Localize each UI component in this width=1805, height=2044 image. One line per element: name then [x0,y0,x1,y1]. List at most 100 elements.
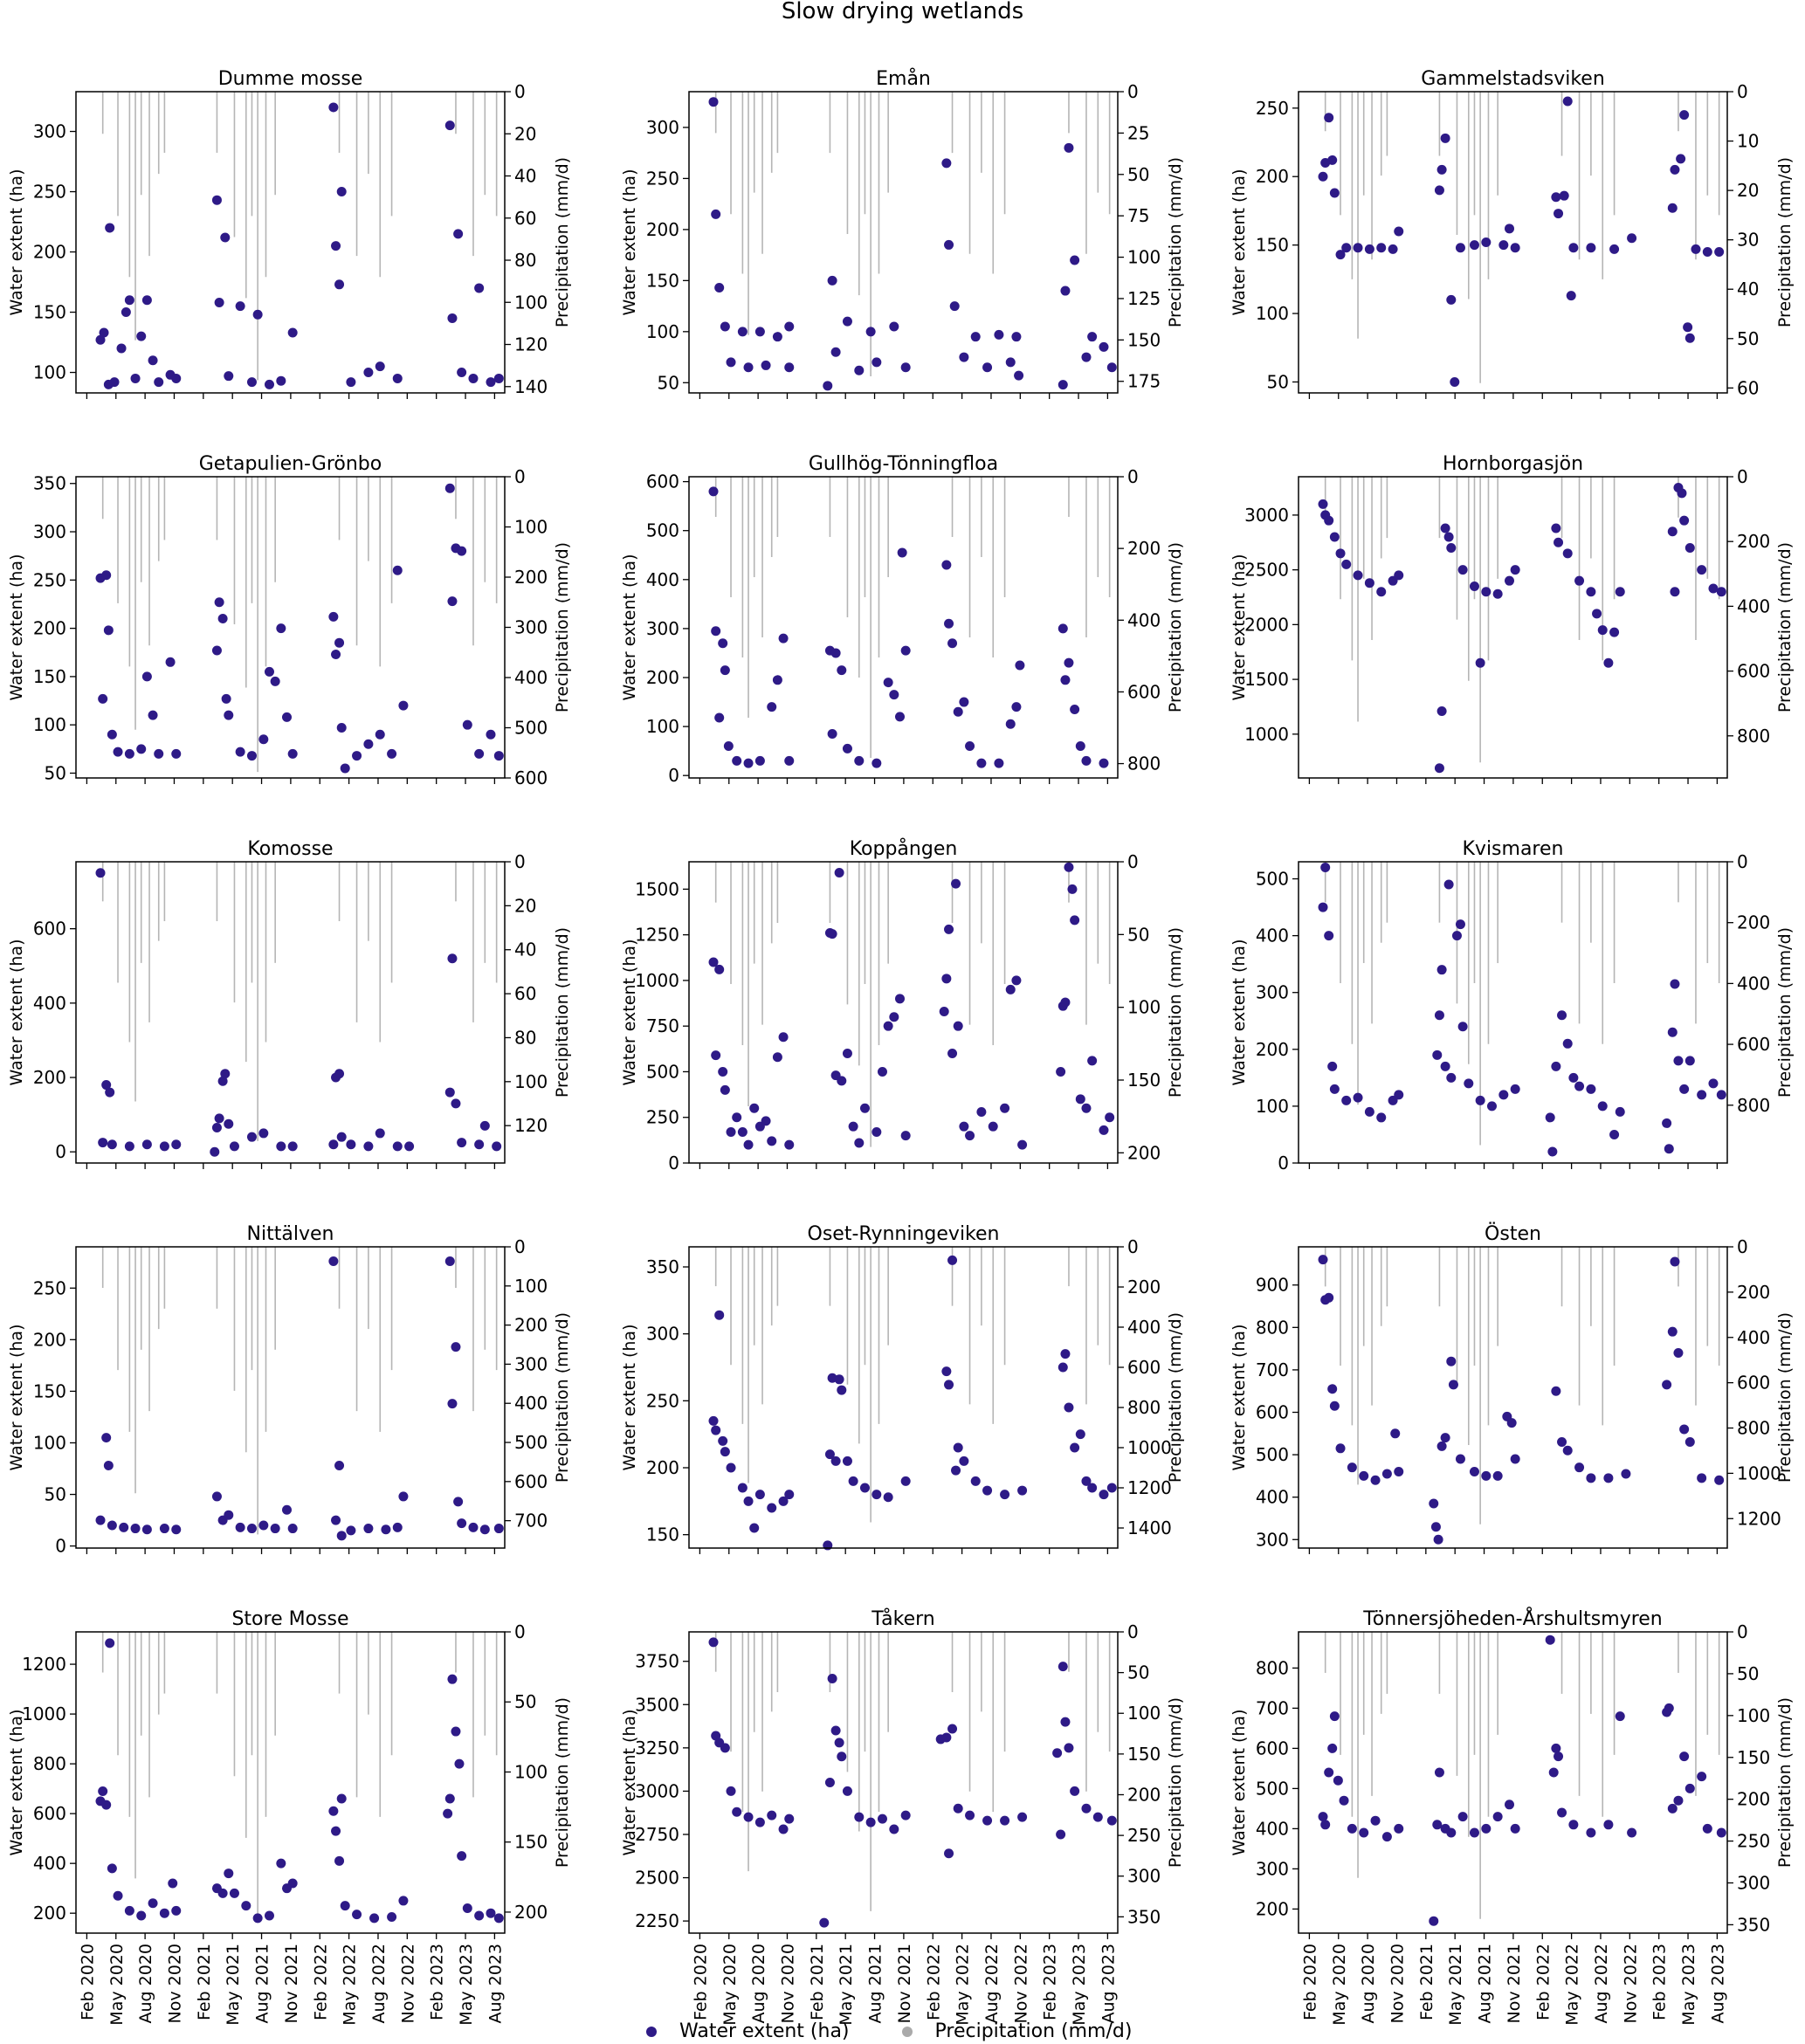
water-extent-point [1697,565,1707,575]
water-extent-point [328,611,339,622]
water-extent-point [214,597,224,608]
right-y-axis-label: Precipitation (mm/d) [553,1312,572,1483]
water-extent-point [1702,246,1712,257]
water-extent-point [827,729,837,740]
water-extent-point [842,1049,852,1059]
water-extent-point [1341,243,1352,253]
x-tick-label: Aug 2021 [1476,1944,1495,2024]
water-extent-point [1092,1812,1103,1822]
water-extent-point [264,379,274,389]
water-extent-point [1081,1476,1092,1486]
water-extent-point [1064,1402,1074,1413]
y-tick-label: 50 [45,762,66,783]
water-extent-point [749,1523,760,1533]
water-extent-point [1058,623,1068,634]
panel-gammelstadsviken: Gammelstadsviken 50 100 150 200 250 0 10 20 30 40 5… [1230,68,1795,399]
water-extent-point [1481,587,1492,597]
water-extent-point [1070,704,1080,714]
y-tick-label: 0 [1278,1153,1289,1173]
water-extent-point [444,1793,455,1804]
water-extent-point [711,1425,721,1435]
water-extent-point [1510,1454,1520,1464]
y-axis-label: Water extent (ha) [7,169,26,316]
right-y-tick-label: 800 [1737,1418,1770,1439]
water-extent-point [871,758,882,768]
water-extent-point [1684,1437,1695,1448]
legend-label: Water extent (ha) [679,2020,850,2042]
panel-gullh-g-t-nningfloa: Gullhög-Tönningfloa 0 100 200 300 400 500 600 0 2… [620,453,1185,786]
water-extent-point [130,373,141,383]
water-extent-point [211,1491,222,1502]
panel-title: Koppången [850,837,958,860]
y-tick-label: 0 [55,1141,66,1162]
x-tick-label: Aug 2022 [1592,1944,1611,2024]
water-extent-point [270,676,280,686]
water-extent-point [1457,1022,1468,1032]
water-extent-point [823,1540,833,1551]
water-extent-point [479,1120,490,1131]
y-tick-label: 50 [45,1484,66,1505]
water-extent-point [720,1743,730,1753]
x-tick-label: Feb 2022 [924,1944,943,2020]
right-y-tick-label: 300 [1737,1873,1770,1894]
water-extent-point [1609,244,1620,254]
right-y-tick-label: 0 [1737,1621,1748,1642]
y-tick-label: 3250 [635,1738,679,1758]
water-extent-point [1586,1827,1596,1838]
x-tick-label: Nov 2022 [1011,1944,1030,2023]
water-extent-point [754,755,765,766]
y-tick-label: 250 [33,182,66,203]
water-extent-point [1064,862,1074,872]
water-extent-point [1677,488,1687,499]
water-extent-point [941,1366,952,1377]
water-extent-point [474,283,485,293]
water-extent-point [859,1483,870,1493]
water-extent-point [883,678,893,688]
water-extent-point [1394,226,1404,237]
water-extent-point [1691,244,1701,254]
right-y-tick-label: 200 [514,1902,548,1923]
water-extent-point [1562,1445,1573,1456]
water-extent-point [953,1442,963,1453]
water-extent-point [823,381,833,391]
water-extent-point [1430,1522,1441,1532]
x-tick-label: May 2021 [224,1944,243,2026]
panel-title: Komosse [247,838,333,860]
axes-frame [75,476,506,779]
water-extent-point [1318,499,1328,509]
water-extent-point [1105,1112,1115,1123]
water-extent-point [107,1863,117,1874]
water-extent-point [101,1080,112,1091]
water-extent-point [889,1824,899,1834]
water-extent-point [1099,758,1109,768]
water-extent-point [1475,657,1485,668]
water-extent-point [221,693,231,704]
y-tick-label: 700 [1256,1359,1289,1380]
water-extent-point [1060,1349,1071,1359]
water-extent-point [264,666,274,677]
y-tick-label: 200 [1256,166,1289,187]
x-tick-label: May 2020 [107,1944,127,2026]
right-y-tick-label: 120 [514,1115,548,1136]
water-extent-point [1557,1807,1567,1818]
y-tick-label: 300 [646,1324,679,1345]
water-extent-point [119,1522,129,1532]
water-extent-point [346,1525,356,1536]
water-extent-point [837,1076,847,1086]
x-tick-label: Feb 2020 [78,1944,97,2020]
right-y-axis-label: Precipitation (mm/d) [553,157,572,327]
water-extent-point [1662,1380,1672,1390]
water-extent-point [778,1496,789,1506]
right-y-tick-label: 25 [1127,122,1149,143]
water-extent-point [1708,583,1719,594]
water-extent-point [1559,190,1569,201]
water-extent-point [865,1817,876,1827]
water-extent-point [941,974,952,984]
water-extent-point [1455,243,1465,253]
right-y-axis-label: Precipitation (mm/d) [553,1697,572,1868]
water-extent-point [842,316,852,327]
y-tick-label: 200 [33,1329,66,1350]
water-extent-point [1481,1470,1492,1481]
water-extent-point [457,1518,467,1529]
